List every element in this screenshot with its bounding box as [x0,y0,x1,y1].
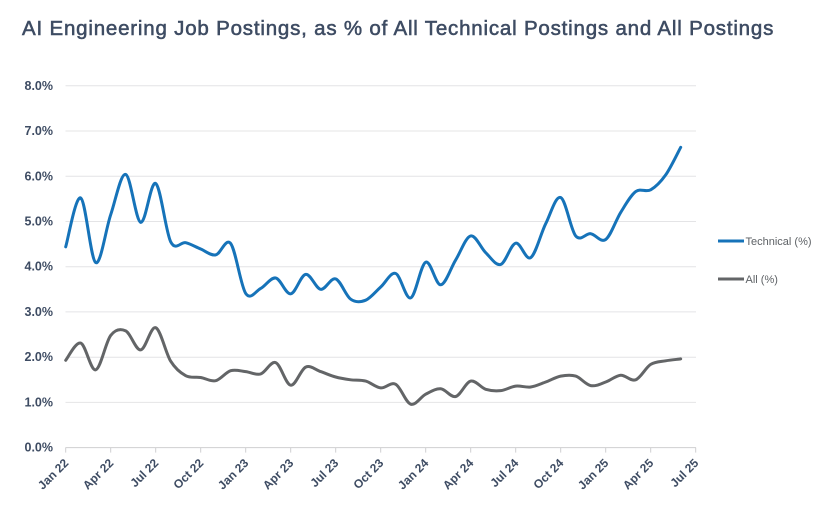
svg-text:2.0%: 2.0% [25,350,54,364]
svg-text:Oct 22: Oct 22 [170,456,206,492]
svg-text:AI Engineering Job Postings, a: AI Engineering Job Postings, as % of All… [22,17,774,40]
svg-text:1.0%: 1.0% [25,395,54,409]
svg-text:5.0%: 5.0% [25,215,54,229]
svg-text:Technical (%): Technical (%) [746,236,812,248]
svg-text:Jan 24: Jan 24 [395,456,432,493]
svg-text:Jan 22: Jan 22 [35,456,72,493]
svg-text:Apr 22: Apr 22 [80,456,117,493]
svg-text:Oct 23: Oct 23 [350,456,386,492]
svg-text:All (%): All (%) [746,274,778,286]
svg-text:Jul 22: Jul 22 [127,456,161,490]
svg-text:Apr 24: Apr 24 [440,456,477,493]
svg-text:8.0%: 8.0% [25,79,54,93]
svg-text:3.0%: 3.0% [25,305,54,319]
svg-text:Jan 23: Jan 23 [215,456,252,493]
svg-text:Apr 25: Apr 25 [620,456,657,493]
svg-text:0.0%: 0.0% [25,441,54,455]
svg-text:Jul 23: Jul 23 [307,456,341,490]
svg-text:4.0%: 4.0% [25,260,54,274]
svg-text:Jul 24: Jul 24 [487,456,521,490]
svg-text:Jul 25: Jul 25 [667,456,701,490]
svg-text:Oct 24: Oct 24 [530,456,566,492]
svg-text:6.0%: 6.0% [25,169,54,183]
svg-text:7.0%: 7.0% [25,124,54,138]
svg-text:Jan 25: Jan 25 [575,456,612,493]
svg-text:Apr 23: Apr 23 [260,456,297,493]
